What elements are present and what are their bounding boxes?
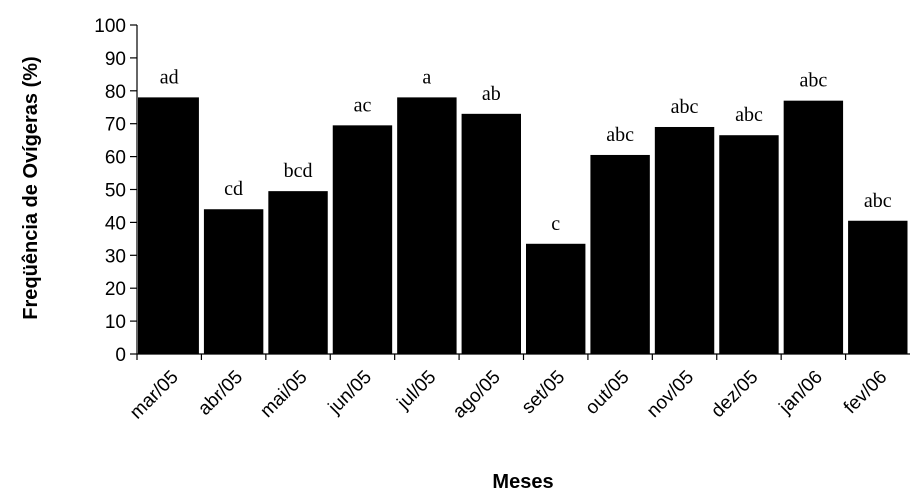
bar: [526, 243, 586, 354]
x-tick-label: mai/05: [256, 367, 311, 422]
x-tick-label: out/05: [581, 367, 633, 419]
y-tick-label: 60: [105, 148, 126, 169]
bar: [719, 135, 779, 354]
bar: [138, 97, 199, 354]
bar-significance-label: abc: [671, 96, 699, 118]
x-tick-label: abr/05: [194, 367, 247, 420]
x-tick-label: fev/06: [840, 367, 891, 418]
y-tick-label: 50: [105, 181, 126, 202]
bar-significance-label: abc: [606, 124, 634, 146]
y-tick-label: 70: [105, 115, 126, 136]
y-tick-label: 20: [105, 279, 126, 300]
x-tick-label: jun/05: [324, 367, 376, 419]
y-tick-label: 10: [105, 312, 126, 333]
bar-significance-label: ab: [482, 83, 501, 105]
bar: [332, 125, 393, 354]
bar-significance-label: cd: [224, 178, 243, 200]
bar: [654, 126, 715, 355]
bar-significance-label: abc: [864, 190, 892, 212]
bar: [590, 154, 650, 354]
bar: [848, 220, 908, 354]
x-tick-label: set/05: [518, 367, 569, 418]
bar-significance-label: abc: [799, 70, 827, 92]
bar-significance-label: a: [422, 66, 431, 88]
bar-significance-label: abc: [735, 104, 763, 126]
x-ticks-group: mar/05 abr/05 mai/05 jun/05 jul/05 ago/05 set/…: [126, 354, 891, 423]
y-ticks-group: 0 10 20 30 40 50 60 70 80 90 100: [94, 16, 137, 366]
y-tick-label: 90: [105, 49, 126, 70]
x-tick-label: jul/05: [393, 367, 441, 415]
bar-significance-label: c: [551, 213, 560, 235]
x-axis-title: Meses: [492, 471, 553, 492]
x-tick-label: nov/05: [643, 367, 698, 422]
y-tick-label: 40: [105, 213, 126, 234]
x-tick-label: mar/05: [126, 367, 183, 424]
y-tick-label: 30: [105, 246, 126, 267]
bars-group: [138, 97, 908, 355]
y-tick-label: 80: [105, 82, 126, 103]
x-tick-label: ago/05: [449, 367, 505, 423]
y-tick-label: 100: [94, 16, 126, 37]
y-tick-label: 0: [115, 345, 126, 366]
bar: [783, 100, 844, 354]
bar-significance-label: ad: [160, 66, 179, 88]
bar: [203, 209, 264, 354]
bar-significance-label: bcd: [284, 160, 313, 182]
y-axis-title: Freqüência de Ovígeras (%): [20, 56, 42, 319]
bar: [397, 97, 457, 354]
bar: [461, 113, 521, 354]
bar-significance-label: ac: [354, 94, 372, 116]
x-tick-label: dez/05: [707, 367, 762, 422]
bar: [268, 191, 328, 354]
x-tick-label: jan/06: [775, 367, 827, 419]
